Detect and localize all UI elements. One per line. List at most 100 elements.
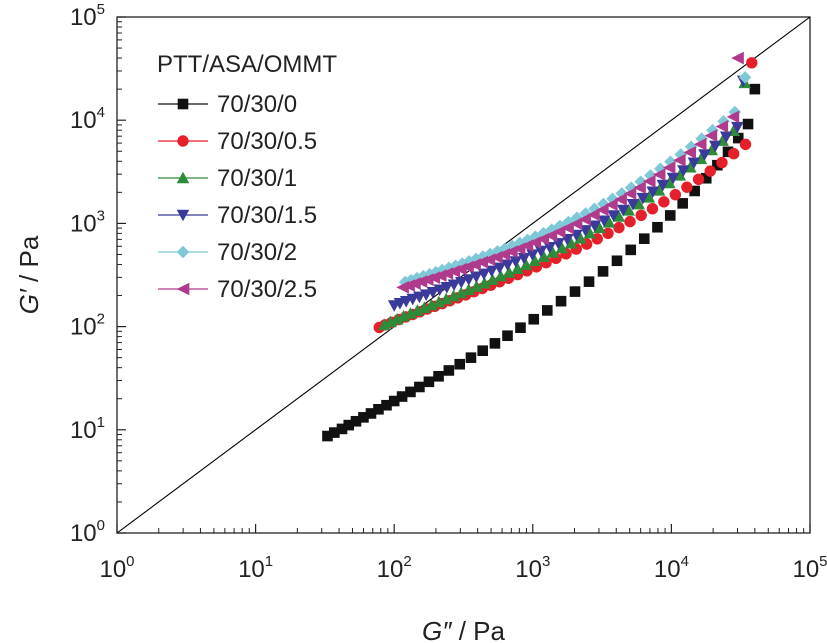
series-6 (396, 51, 744, 294)
data-point (607, 210, 620, 222)
data-point (596, 203, 609, 217)
x-tick-label: 101 (238, 553, 273, 583)
x-axis-title: G″ / Pa (422, 616, 505, 643)
data-point (483, 247, 497, 261)
data-point (746, 57, 758, 69)
y-axis-title-unit: / Pa (14, 235, 44, 289)
data-point (502, 330, 513, 342)
y-axis-title-symbol: G′ (14, 288, 44, 314)
data-point (663, 176, 676, 189)
data-point (612, 210, 626, 222)
legend-label: 70/30/1.5 (217, 202, 317, 229)
data-point (515, 322, 526, 333)
legend-label: 70/30/1 (217, 165, 297, 192)
data-point (322, 430, 333, 442)
data-point (664, 210, 676, 221)
data-point (731, 121, 744, 134)
legend-marker (176, 171, 190, 184)
legend-item: 70/30/0 (158, 91, 297, 118)
data-point (698, 149, 711, 161)
data-point (470, 280, 483, 292)
data-point (579, 225, 592, 237)
x-axis: 100 101 102 103 104 105 (99, 524, 827, 583)
legend-marker (177, 135, 189, 147)
data-point (561, 221, 574, 235)
legend-item: 70/30/1.5 (158, 202, 317, 229)
data-point (642, 174, 656, 188)
y-tick-label: 101 (70, 414, 105, 444)
data-point (732, 132, 744, 144)
data-point (632, 197, 646, 210)
data-point (329, 427, 340, 438)
data-point (658, 196, 670, 208)
data-point (652, 221, 663, 233)
data-point (622, 204, 636, 216)
data-point (373, 403, 384, 415)
data-point (597, 266, 609, 277)
data-point (493, 262, 506, 275)
data-point (526, 249, 539, 262)
legend-marker (176, 245, 190, 259)
data-point (336, 423, 348, 435)
data-point (638, 233, 650, 244)
y-axis: 100 101 102 103 104 105 (70, 1, 126, 547)
data-point (717, 115, 730, 128)
data-point (602, 215, 616, 228)
y-tick-label: 104 (70, 104, 105, 134)
data-point (511, 262, 524, 274)
data-point (447, 289, 460, 302)
data-point (636, 192, 650, 205)
data-point (597, 215, 611, 228)
data-point (477, 345, 488, 357)
data-point (700, 172, 712, 184)
plot-frame (116, 16, 811, 534)
data-point (593, 221, 606, 234)
data-point (405, 386, 416, 398)
data-point (433, 370, 444, 382)
data-point (433, 284, 447, 297)
data-point (677, 165, 690, 177)
data-point (687, 157, 701, 170)
data-point (715, 120, 729, 133)
legend-marker (176, 282, 190, 296)
data-point (656, 179, 670, 192)
data-point (579, 207, 592, 220)
data-point (365, 408, 377, 419)
data-point (555, 295, 567, 307)
data-point (633, 181, 646, 194)
data-point (419, 289, 433, 301)
data-point (578, 213, 591, 226)
legend-item: 70/30/2 (158, 239, 297, 266)
data-point (635, 209, 647, 222)
data-point (413, 291, 426, 304)
x-tick-label: 100 (99, 553, 134, 583)
data-point (587, 208, 600, 222)
data-point (642, 191, 656, 203)
data-point (396, 391, 408, 402)
y-tick-label: 105 (70, 1, 105, 31)
data-point (731, 51, 744, 65)
data-point (626, 198, 640, 211)
data-point (381, 399, 392, 411)
data-point (611, 255, 623, 267)
legend-title: PTT/ASA/OMMT (157, 51, 337, 78)
data-point (423, 376, 435, 388)
x-tick-label: 105 (792, 553, 827, 583)
data-point (501, 259, 514, 272)
data-point (426, 286, 440, 299)
data-point (404, 307, 417, 319)
data-point (709, 140, 722, 153)
data-point (616, 204, 630, 217)
data-point (662, 161, 676, 174)
data-point (439, 292, 453, 305)
legend-item: 70/30/2.5 (158, 276, 317, 303)
data-point (494, 269, 508, 282)
x-tick-label: 104 (654, 553, 689, 583)
data-point (358, 412, 369, 423)
data-point (692, 173, 705, 186)
data-point (455, 276, 468, 289)
data-point (624, 181, 638, 195)
data-point (440, 282, 454, 294)
x-tick-label: 103 (515, 553, 550, 583)
